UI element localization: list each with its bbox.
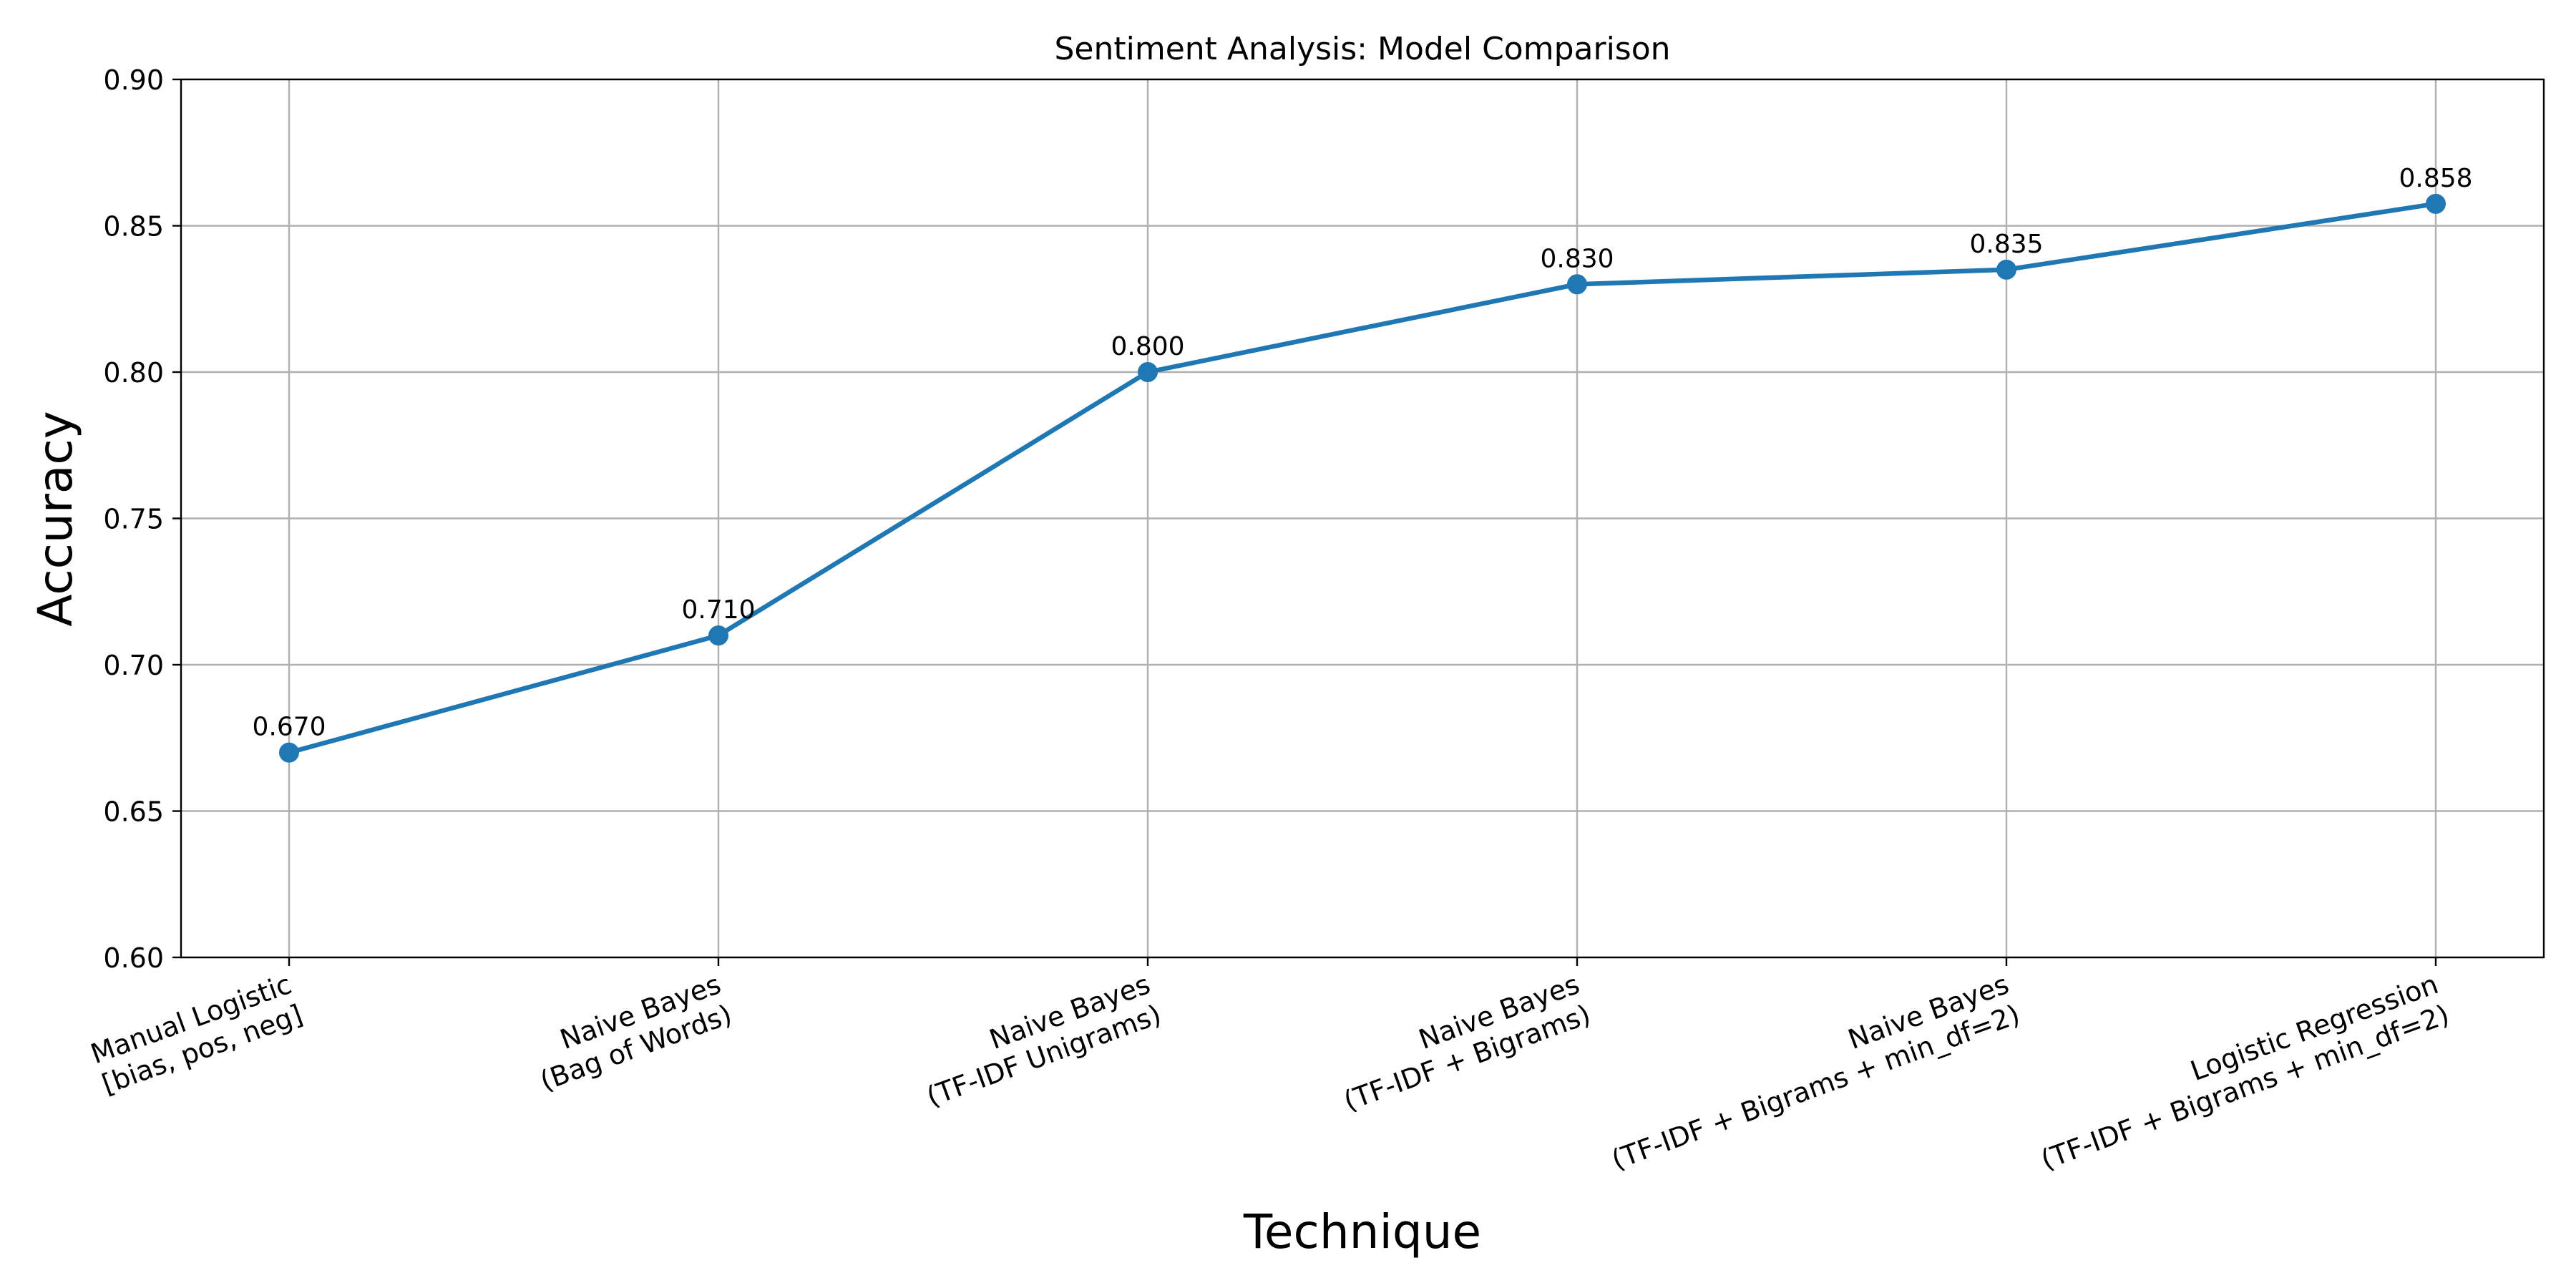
y-tick-label: 0.65: [103, 796, 164, 828]
data-label: 0.830: [1540, 244, 1614, 273]
data-label: 0.858: [2399, 164, 2472, 193]
y-tick-label: 0.75: [103, 504, 164, 535]
y-tick-label: 0.60: [103, 942, 164, 974]
data-label: 0.835: [1969, 230, 2043, 259]
data-label: 0.670: [252, 713, 326, 742]
data-point-marker: [708, 625, 728, 646]
y-tick-label: 0.80: [103, 357, 164, 389]
data-point-marker: [1567, 274, 1587, 295]
series-line: [286, 201, 2439, 755]
x-axis-label: Technique: [1243, 1204, 1481, 1259]
data-point-marker: [1996, 259, 2016, 280]
data-label: 0.800: [1111, 332, 1184, 361]
series-accuracy: [279, 193, 2446, 763]
data-point-marker: [1138, 362, 1158, 382]
y-tick-label: 0.85: [103, 211, 164, 243]
axes: [172, 78, 2545, 966]
data-point-marker: [2426, 193, 2446, 214]
data-point-marker: [279, 742, 299, 763]
y-tick-label: 0.70: [103, 650, 164, 681]
data-label: 0.710: [681, 595, 755, 625]
plot-frame: [180, 78, 2545, 959]
y-axis-label: Accuracy: [28, 411, 83, 626]
chart-title: Sentiment Analysis: Model Comparison: [1054, 31, 1670, 67]
data-labels: 0.670 0.710 0.800 0.830 0.835 0.858: [252, 164, 2472, 742]
y-tick-label: 0.90: [103, 64, 164, 96]
